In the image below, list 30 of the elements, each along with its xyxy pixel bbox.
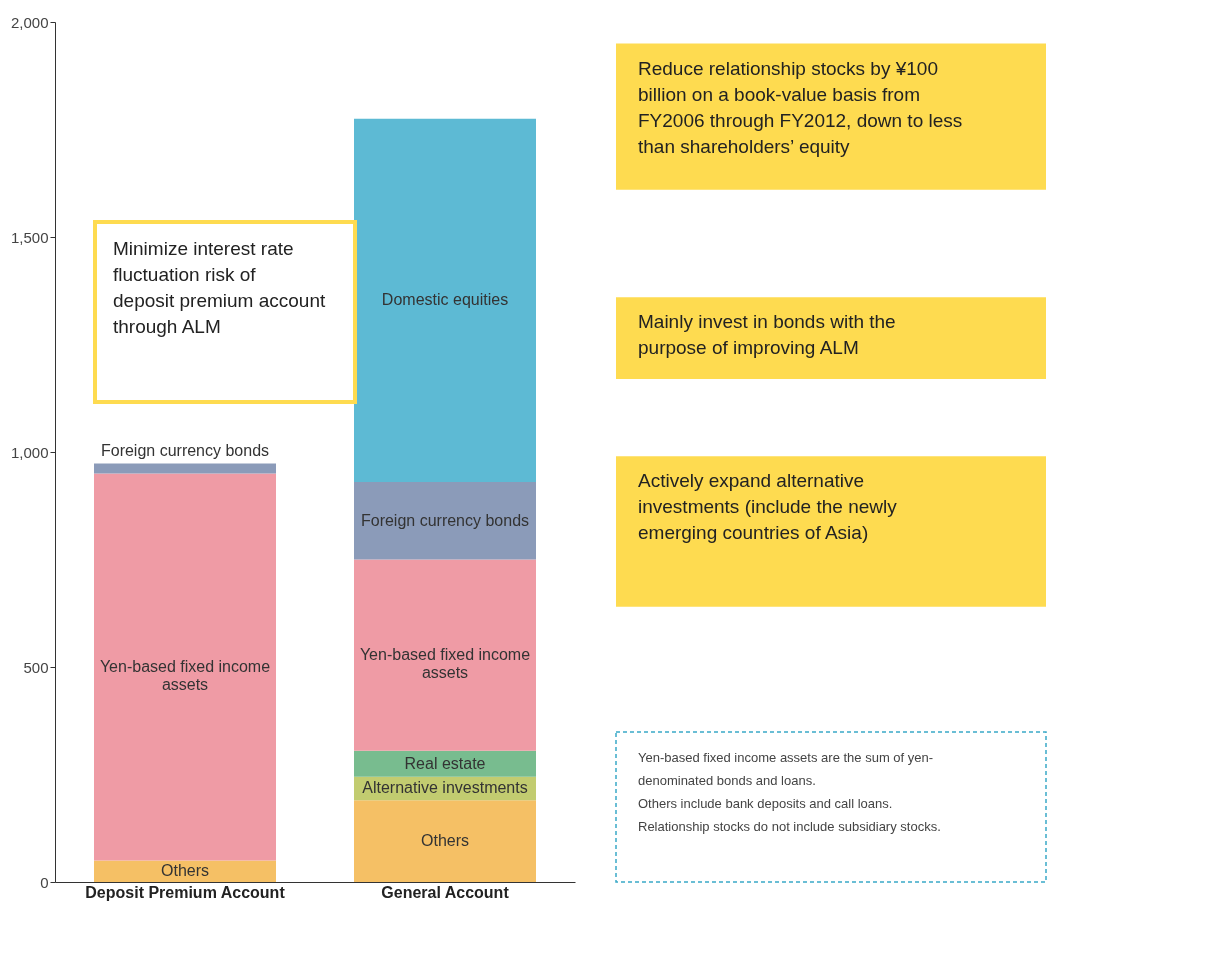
x-tick-label: General Account bbox=[381, 883, 510, 901]
bar bbox=[354, 800, 536, 882]
bar bbox=[94, 463, 276, 474]
text: Foreign currency bonds bbox=[360, 511, 530, 529]
bar bbox=[94, 473, 276, 861]
text: Reduce relationship stocks by ¥100 billion on a book-value basis from FY2006 through FY2012, down to less than shareholders’ equity bbox=[638, 57, 963, 157]
text: Yen-based fixed income assets are the sum of yen-denominated bonds and loans. bbox=[638, 750, 934, 788]
text: Others include bank deposits and call loans. bbox=[638, 796, 893, 811]
bar bbox=[354, 559, 536, 751]
text: Relationship stocks do not include subsidiary stocks. bbox=[638, 819, 941, 834]
y-tick-label: 1,000 bbox=[10, 443, 49, 461]
bar bbox=[94, 860, 276, 882]
y-tick-label: 2,000 bbox=[10, 13, 49, 31]
annotation: Minimize interest rate fluctuation risk of deposit premium account through ALM bbox=[113, 238, 326, 337]
series-label: Domestic equities bbox=[381, 291, 509, 309]
y-tick-label: 0 bbox=[40, 873, 49, 891]
text: Actively expand alternative investments (include the newly emerging countries of Asia) bbox=[638, 470, 898, 544]
bar bbox=[354, 482, 536, 560]
series-label: Others bbox=[160, 862, 210, 880]
series-label: Yen-based fixed income assets bbox=[359, 646, 531, 682]
text: Others bbox=[420, 832, 470, 850]
y-tick-label: 1,500 bbox=[10, 228, 49, 246]
series-label: Real estate bbox=[404, 754, 486, 772]
bar bbox=[354, 750, 536, 777]
x-tick-label: Deposit Premium Account bbox=[85, 883, 286, 901]
text: Yen-based fixed income assets bbox=[99, 658, 271, 693]
y-tick-label: 500 bbox=[23, 658, 49, 676]
text: Mainly invest in bonds with the purpose of improving ALM bbox=[638, 311, 896, 359]
series-label: Foreign currency bonds bbox=[100, 441, 270, 459]
series-label: Alternative investments bbox=[362, 779, 528, 797]
